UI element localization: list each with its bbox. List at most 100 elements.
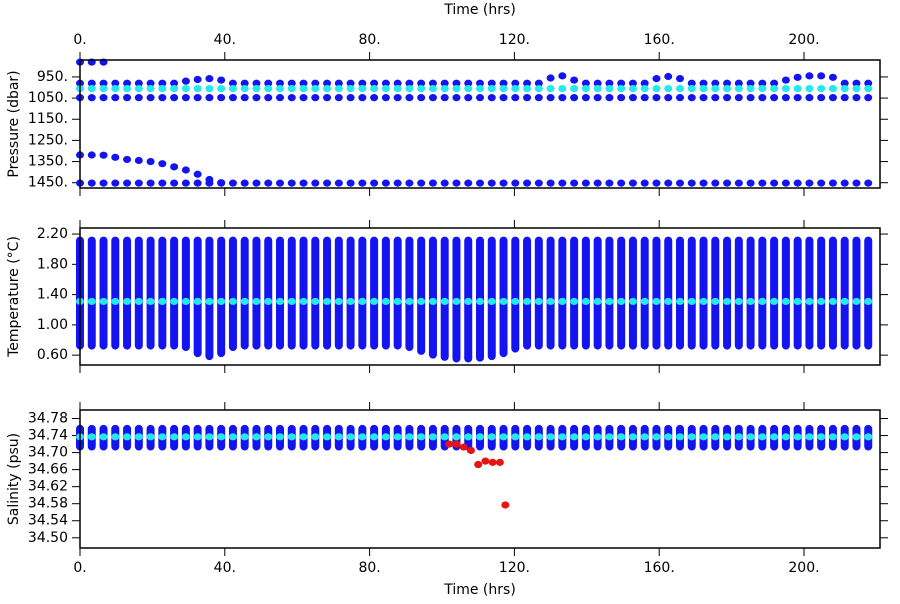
data-point bbox=[205, 433, 214, 441]
data-point bbox=[487, 94, 496, 102]
data-point bbox=[217, 84, 226, 93]
data-point bbox=[534, 297, 543, 306]
data-point bbox=[770, 79, 779, 87]
y-tick-label: 2.20 bbox=[37, 226, 68, 242]
data-point bbox=[111, 153, 120, 161]
data-point bbox=[252, 79, 261, 87]
data-point bbox=[323, 433, 332, 441]
data-point bbox=[276, 433, 284, 441]
data-point bbox=[664, 433, 673, 441]
data-point bbox=[628, 433, 637, 441]
data-point bbox=[252, 84, 261, 93]
data-point bbox=[452, 179, 461, 187]
data-point bbox=[687, 79, 696, 87]
data-point bbox=[358, 84, 367, 93]
range-column bbox=[605, 236, 614, 350]
data-point bbox=[228, 179, 237, 187]
range-column bbox=[417, 236, 426, 355]
data-point bbox=[323, 84, 332, 93]
range-column bbox=[393, 236, 402, 350]
data-point bbox=[805, 72, 814, 80]
data-point bbox=[123, 84, 132, 93]
data-point bbox=[793, 84, 802, 93]
x-tick-label: 40. bbox=[214, 560, 236, 576]
data-point bbox=[87, 94, 96, 102]
data-point bbox=[181, 297, 190, 306]
data-point bbox=[111, 94, 120, 102]
data-point bbox=[852, 84, 861, 93]
data-point bbox=[770, 94, 779, 102]
data-point bbox=[334, 297, 343, 306]
data-point bbox=[817, 94, 826, 102]
data-point bbox=[734, 433, 743, 441]
range-column bbox=[793, 236, 802, 350]
data-point bbox=[758, 84, 767, 93]
data-point bbox=[699, 79, 708, 87]
data-point bbox=[370, 84, 379, 93]
data-point bbox=[158, 94, 167, 102]
range-column bbox=[523, 236, 532, 350]
data-point bbox=[734, 79, 743, 87]
data-point bbox=[370, 433, 379, 441]
data-point bbox=[481, 457, 490, 465]
data-point bbox=[664, 84, 673, 93]
data-point bbox=[158, 84, 167, 93]
data-point bbox=[546, 297, 555, 306]
data-point bbox=[676, 179, 684, 187]
data-point bbox=[205, 297, 214, 306]
data-point bbox=[487, 79, 496, 87]
data-point bbox=[852, 179, 861, 187]
data-point bbox=[393, 297, 402, 306]
data-point bbox=[358, 297, 367, 306]
data-point bbox=[664, 72, 673, 81]
range-column bbox=[758, 236, 767, 350]
range-column bbox=[123, 236, 132, 350]
data-point bbox=[228, 297, 237, 306]
data-point bbox=[523, 433, 532, 441]
data-point bbox=[276, 94, 284, 102]
data-point bbox=[111, 433, 120, 441]
data-point bbox=[699, 84, 708, 93]
data-point bbox=[228, 433, 237, 441]
y-tick-label: 1250. bbox=[28, 132, 68, 148]
data-point bbox=[476, 433, 484, 441]
data-point bbox=[134, 84, 143, 93]
data-point bbox=[111, 79, 120, 87]
y-tick-label: 1.80 bbox=[37, 256, 68, 272]
data-point bbox=[252, 94, 261, 102]
x-tick-label: 120. bbox=[499, 560, 530, 576]
range-column bbox=[699, 236, 708, 350]
data-point bbox=[523, 94, 532, 102]
data-point bbox=[99, 297, 108, 306]
data-point bbox=[440, 179, 449, 187]
data-point bbox=[628, 297, 637, 306]
data-point bbox=[511, 94, 520, 102]
data-point bbox=[464, 433, 473, 441]
y-tick-label: 1.00 bbox=[37, 317, 68, 333]
data-point bbox=[217, 433, 226, 441]
data-point bbox=[687, 297, 696, 306]
data-point bbox=[334, 433, 343, 441]
range-column bbox=[217, 236, 226, 358]
y-axis-label: Temperature (°C) bbox=[6, 236, 22, 358]
data-point bbox=[158, 433, 167, 441]
data-point bbox=[570, 297, 579, 306]
data-point bbox=[146, 297, 155, 306]
data-point bbox=[170, 94, 179, 102]
data-point bbox=[287, 297, 296, 306]
data-point bbox=[723, 84, 732, 93]
range-column bbox=[299, 236, 308, 350]
data-point bbox=[170, 84, 179, 93]
data-point bbox=[652, 433, 661, 441]
data-point bbox=[805, 84, 814, 93]
data-point bbox=[452, 440, 461, 448]
data-point bbox=[605, 79, 614, 87]
data-point bbox=[264, 297, 273, 306]
data-point bbox=[699, 94, 708, 102]
data-point bbox=[664, 297, 673, 306]
data-point bbox=[158, 79, 167, 87]
x-tick-label: 80. bbox=[358, 560, 380, 576]
data-point bbox=[511, 297, 520, 306]
data-point bbox=[181, 433, 190, 441]
